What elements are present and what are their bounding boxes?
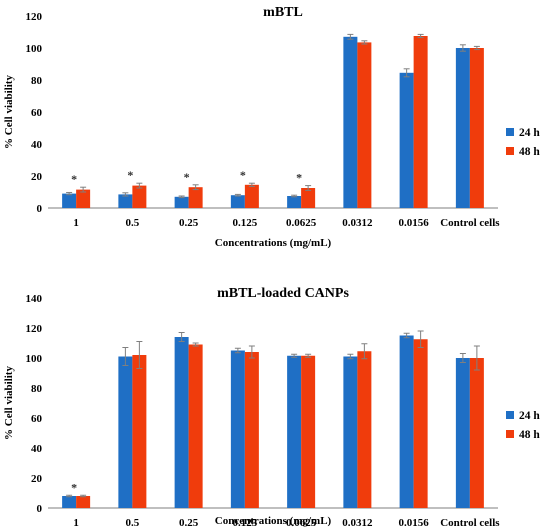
- chart-2: mBTL-loaded CANPs % Cell viability 0 20 40 60…: [3, 286, 540, 527]
- x-axis-label: Concentrations (mg/mL): [215, 515, 332, 527]
- legend-swatch: [506, 411, 514, 419]
- y-tick-label: 40: [31, 443, 43, 455]
- x-tick-label: 0.0156: [399, 517, 430, 527]
- bar-24h-0p25: [174, 337, 189, 508]
- bar-48h-0p125: [244, 184, 259, 208]
- x-tick-label: 0.25: [179, 517, 199, 527]
- bar-24h-0p25: [174, 196, 189, 208]
- legend-label: 24 h: [519, 127, 540, 139]
- y-tick-label: 100: [26, 353, 43, 365]
- y-tick-label: 0: [37, 503, 43, 515]
- legend-label: 24 h: [519, 410, 540, 422]
- y-tick-label: 20: [31, 171, 43, 183]
- bar-48h-0p0312: [357, 42, 372, 209]
- significance-marker: *: [71, 172, 77, 186]
- x-tick-label: 0.25: [179, 217, 199, 229]
- bar-48h-0p0625: [301, 188, 316, 208]
- y-tick-label: 80: [31, 75, 43, 87]
- x-tick-label: 1: [73, 217, 79, 229]
- bar-48h-0p25: [188, 344, 203, 508]
- bar-48h-1: [76, 189, 91, 208]
- y-tick-label: 60: [31, 107, 43, 119]
- y-tick-label: 100: [26, 43, 43, 55]
- y-axis-label: % Cell viability: [3, 75, 15, 149]
- x-tick-label: 0.5: [126, 517, 140, 527]
- x-tick-label: Control cells: [440, 217, 500, 229]
- x-tick-label: 0.0312: [342, 217, 373, 229]
- bar-24h-0p0312: [343, 356, 358, 508]
- bar-48h-0p0156: [413, 36, 428, 208]
- bar-24h-0p0156: [399, 72, 414, 208]
- x-tick-label: 0.0625: [286, 517, 317, 527]
- chart-1: mBTL % Cell viability 0 20 40 60 80 100 120 * 1 * 0.…: [3, 5, 540, 249]
- chart-title: mBTL-loaded CANPs: [217, 286, 349, 301]
- legend-label: 48 h: [519, 429, 540, 441]
- bar-24h-0p0625: [287, 196, 302, 208]
- y-tick-label: 40: [31, 139, 43, 151]
- significance-marker: *: [296, 171, 302, 185]
- x-tick-label: 0.0312: [342, 517, 373, 527]
- y-tick-label: 60: [31, 413, 43, 425]
- chart-title: mBTL: [263, 5, 303, 20]
- bar-24h-0p0312: [343, 36, 358, 208]
- bar-24h-0p0156: [399, 335, 414, 508]
- legend-swatch: [506, 128, 514, 136]
- bar-24h-1: [62, 193, 77, 208]
- significance-marker: *: [184, 170, 190, 184]
- x-tick-label: 1: [73, 517, 79, 527]
- significance-marker: *: [71, 480, 77, 494]
- x-tick-label: 0.125: [233, 517, 258, 527]
- x-tick-label: 0.5: [126, 217, 140, 229]
- bar-48h-0p0625: [301, 355, 316, 508]
- y-tick-label: 80: [31, 383, 43, 395]
- bar-48h-Control-cells: [469, 48, 484, 208]
- bar-48h-0p125: [244, 352, 259, 508]
- bar-48h-0p5: [132, 355, 147, 508]
- x-tick-label: 0.0156: [399, 217, 430, 229]
- significance-marker: *: [240, 168, 246, 182]
- bar-48h-Control-cells: [469, 358, 484, 508]
- bar-24h-Control-cells: [455, 358, 470, 508]
- bar-48h-0p5: [132, 185, 147, 208]
- x-tick-label: Control cells: [440, 517, 500, 527]
- bar-48h-1: [76, 496, 91, 508]
- bar-48h-0p25: [188, 187, 203, 208]
- bar-48h-0p0156: [413, 339, 428, 508]
- bar-24h-0p0625: [287, 355, 302, 508]
- y-tick-label: 0: [37, 203, 43, 215]
- legend-swatch: [506, 147, 514, 155]
- bar-24h-0p125: [230, 195, 245, 208]
- significance-marker: *: [127, 168, 133, 182]
- legend-label: 48 h: [519, 146, 540, 158]
- legend-swatch: [506, 430, 514, 438]
- y-tick-label: 140: [26, 293, 43, 305]
- y-tick-label: 120: [26, 11, 43, 23]
- x-tick-label: 0.0625: [286, 217, 317, 229]
- bar-24h-0p5: [118, 194, 133, 208]
- bar-24h-0p125: [230, 350, 245, 508]
- y-axis-label: % Cell viability: [3, 366, 15, 440]
- x-axis-label: Concentrations (mg/mL): [215, 237, 332, 249]
- x-tick-label: 0.125: [233, 217, 258, 229]
- bar-24h-1: [62, 496, 77, 508]
- bar-48h-0p0312: [357, 351, 372, 508]
- y-tick-label: 120: [26, 323, 43, 335]
- bar-24h-Control-cells: [455, 48, 470, 208]
- y-tick-label: 20: [31, 473, 43, 485]
- bar-24h-0p5: [118, 356, 133, 508]
